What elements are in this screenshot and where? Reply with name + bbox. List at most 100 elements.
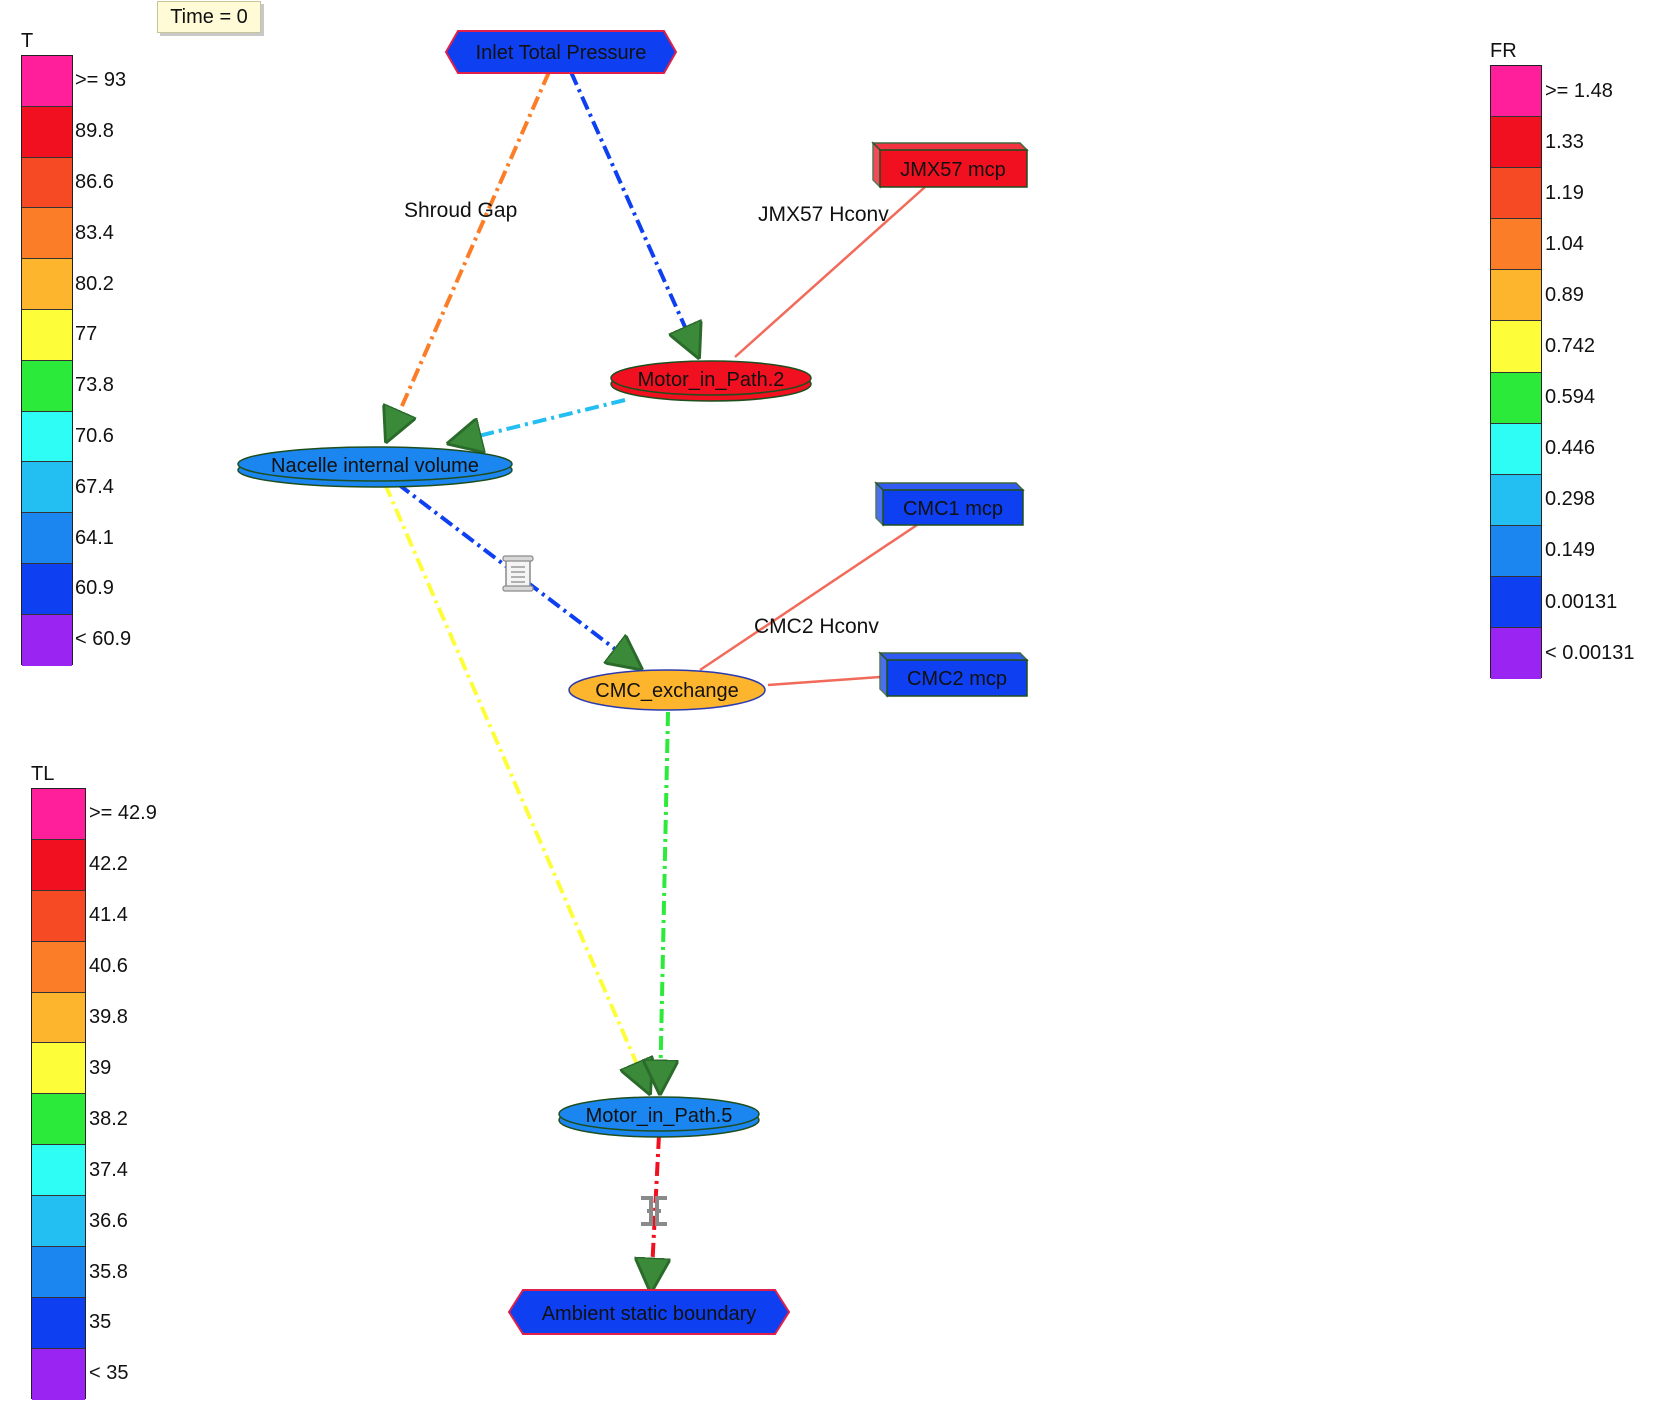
legend-swatch bbox=[22, 106, 72, 158]
legend-label: 67.4 bbox=[75, 475, 114, 498]
edge-inlet-to-motor2[interactable] bbox=[569, 71, 698, 356]
legend-swatch bbox=[22, 157, 72, 209]
legend-label: 0.149 bbox=[1545, 539, 1596, 562]
legend-swatch bbox=[32, 1348, 85, 1400]
legend-swatch bbox=[1491, 423, 1541, 475]
node-label: CMC2 mcp bbox=[907, 668, 1007, 690]
legend-label: 83.4 bbox=[75, 221, 114, 244]
legend-swatch bbox=[1491, 525, 1541, 577]
legend-label: 0.298 bbox=[1545, 488, 1596, 511]
legend-swatch bbox=[22, 614, 72, 666]
legend-label: 1.33 bbox=[1545, 130, 1584, 153]
legend-swatch bbox=[1491, 66, 1541, 118]
node-cmc1-mcp[interactable]: CMC1 mcp bbox=[874, 481, 1025, 527]
legend-swatch bbox=[1491, 576, 1541, 629]
node-inlet-total-pressure[interactable]: Inlet Total Pressure bbox=[444, 30, 678, 74]
node-jmx57-mcp[interactable]: JMX57 mcp bbox=[871, 141, 1029, 189]
node-label: Motor_in_Path.2 bbox=[638, 369, 785, 391]
legend-swatch bbox=[1491, 474, 1541, 526]
legend-label: 37.4 bbox=[89, 1158, 128, 1181]
legend-label: 35.8 bbox=[89, 1260, 128, 1283]
legend-swatch bbox=[22, 56, 72, 107]
label-jmx57-hconv: JMX57 Hconv bbox=[758, 203, 889, 226]
legend-swatch bbox=[1491, 628, 1541, 680]
legend-label: 60.9 bbox=[75, 577, 114, 600]
legend-label: < 60.9 bbox=[75, 628, 132, 651]
legend-label: >= 1.48 bbox=[1545, 79, 1613, 102]
legend-swatch bbox=[32, 789, 85, 840]
node-label: Ambient static boundary bbox=[542, 1303, 757, 1325]
edge-nacelle-to-cmc[interactable] bbox=[396, 482, 640, 668]
edge-motor5-to-ambient[interactable] bbox=[651, 1134, 659, 1290]
node-label: Nacelle internal volume bbox=[271, 455, 479, 477]
node-label: CMC_exchange bbox=[595, 680, 738, 702]
legend-swatch bbox=[22, 411, 72, 463]
legend-swatch bbox=[32, 1094, 85, 1146]
legend-swatch bbox=[22, 360, 72, 412]
legend-swatch bbox=[32, 992, 85, 1044]
orifice-icon[interactable] bbox=[641, 1196, 667, 1226]
legend-label: 86.6 bbox=[75, 171, 114, 193]
legend-swatch bbox=[1491, 168, 1541, 220]
legend-swatch bbox=[22, 259, 72, 310]
legend-swatch bbox=[1491, 117, 1541, 169]
scroll-icon[interactable] bbox=[502, 555, 534, 592]
legend-color-bar bbox=[21, 55, 73, 666]
label-shroud-gap: Shroud Gap bbox=[404, 199, 517, 222]
legend-swatch bbox=[32, 1196, 85, 1248]
edge-cmc-to-motor5[interactable] bbox=[660, 711, 668, 1092]
legend-swatch bbox=[32, 1297, 85, 1349]
legend-label: 1.04 bbox=[1545, 232, 1584, 255]
legend-swatch bbox=[22, 563, 72, 615]
legend-swatch bbox=[22, 513, 72, 564]
legend-label: 38.2 bbox=[89, 1107, 128, 1130]
node-label: CMC1 mcp bbox=[903, 498, 1003, 520]
legend-swatch bbox=[1491, 270, 1541, 322]
legend-label: 64.1 bbox=[75, 526, 114, 549]
legend-label: 0.00131 bbox=[1545, 590, 1618, 613]
node-motor-in-path-2[interactable]: Motor_in_Path.2 bbox=[610, 360, 812, 402]
legend-label: 35 bbox=[89, 1311, 112, 1334]
edge-motor2-to-nacelle[interactable] bbox=[450, 398, 626, 443]
legend-label: 39 bbox=[89, 1056, 112, 1079]
node-cmc2-mcp[interactable]: CMC2 mcp bbox=[878, 651, 1029, 698]
edge-shroud-gap[interactable] bbox=[387, 71, 551, 440]
legend-swatch bbox=[1491, 219, 1541, 271]
legend-label: < 35 bbox=[89, 1362, 129, 1385]
legend-label: < 0.00131 bbox=[1545, 641, 1635, 664]
legend-label: 0.89 bbox=[1545, 283, 1584, 306]
node-label: Inlet Total Pressure bbox=[476, 42, 647, 64]
legend-swatch bbox=[22, 462, 72, 514]
legend-swatch bbox=[1491, 321, 1541, 373]
legend-label: 0.742 bbox=[1545, 335, 1596, 358]
legend-label: 42.2 bbox=[89, 853, 128, 876]
node-label: JMX57 mcp bbox=[900, 159, 1006, 181]
legend-color-bar bbox=[1490, 65, 1542, 680]
legend-swatch bbox=[32, 890, 85, 942]
legend-label: 0.594 bbox=[1545, 386, 1596, 409]
legend-swatch bbox=[22, 309, 72, 361]
legend-label: 0.446 bbox=[1545, 437, 1596, 460]
node-cmc-exchange[interactable]: CMC_exchange bbox=[568, 669, 766, 711]
legend-label: 39.8 bbox=[89, 1006, 128, 1029]
edge-jmx57-hconv[interactable] bbox=[734, 186, 926, 358]
time-indicator: Time = 0 bbox=[157, 1, 261, 33]
node-motor-in-path-5[interactable]: Motor_in_Path.5 bbox=[558, 1096, 760, 1138]
legend-label: 77 bbox=[75, 323, 98, 346]
edge-nacelle-to-motor5[interactable] bbox=[383, 483, 649, 1092]
legend-label: 1.19 bbox=[1545, 181, 1584, 204]
legend-swatch bbox=[22, 208, 72, 260]
legend-label: 41.4 bbox=[89, 904, 128, 927]
legend-swatch bbox=[32, 941, 85, 993]
node-nacelle-internal-volume[interactable]: Nacelle internal volume bbox=[237, 446, 513, 488]
node-ambient-static-boundary[interactable]: Ambient static boundary bbox=[507, 1289, 791, 1335]
legend-swatch bbox=[32, 839, 85, 891]
legend-label: 73.8 bbox=[75, 374, 114, 397]
legend-title: FR bbox=[1490, 40, 1517, 62]
edge-cmc2-hconv[interactable] bbox=[767, 675, 881, 687]
legend-color-bar bbox=[31, 788, 86, 1400]
legend-label: >= 42.9 bbox=[89, 802, 157, 825]
legend-label: 70.6 bbox=[75, 425, 114, 447]
legend-swatch bbox=[32, 1247, 85, 1298]
edge-cmc1-to-cmc-exchange[interactable] bbox=[699, 523, 918, 672]
